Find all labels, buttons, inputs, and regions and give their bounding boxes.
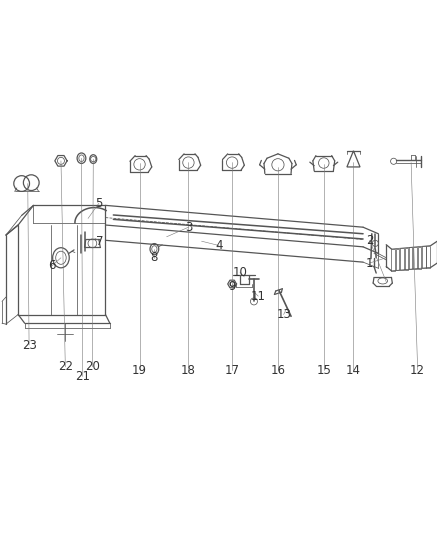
Text: 6: 6 (49, 259, 56, 272)
Text: 22: 22 (58, 360, 73, 374)
Text: 16: 16 (270, 364, 286, 377)
Text: 5: 5 (95, 197, 102, 209)
Text: 7: 7 (96, 235, 104, 248)
Text: 21: 21 (75, 370, 90, 383)
Text: 19: 19 (132, 364, 147, 377)
Text: 13: 13 (276, 308, 291, 321)
Text: 15: 15 (316, 364, 331, 377)
Text: 10: 10 (233, 265, 247, 279)
Text: 17: 17 (225, 364, 240, 377)
Text: 12: 12 (410, 364, 425, 377)
Text: 3: 3 (185, 221, 192, 233)
Text: 8: 8 (151, 251, 158, 264)
Text: 20: 20 (85, 360, 100, 374)
Text: 1: 1 (366, 256, 373, 270)
Text: 9: 9 (228, 280, 236, 293)
Text: 2: 2 (366, 234, 373, 247)
Text: 4: 4 (215, 239, 223, 252)
Text: 11: 11 (251, 290, 266, 303)
Text: 14: 14 (346, 364, 361, 377)
Text: 23: 23 (21, 338, 36, 352)
Text: 18: 18 (181, 364, 196, 377)
